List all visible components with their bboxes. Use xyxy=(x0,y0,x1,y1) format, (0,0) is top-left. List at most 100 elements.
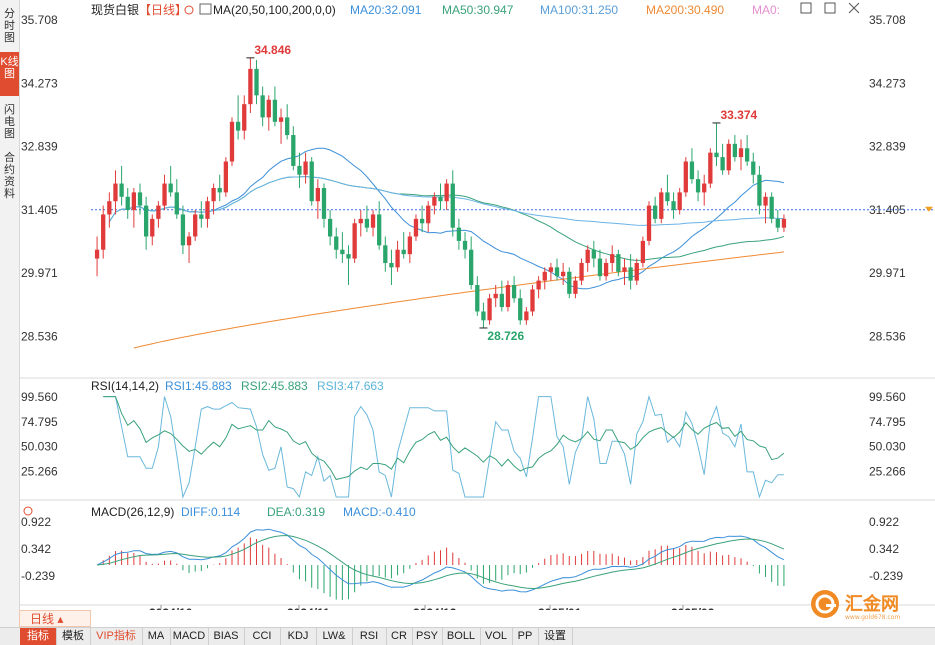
expand-icon[interactable] xyxy=(800,2,812,14)
candle-body xyxy=(708,152,713,184)
macd-tick-left-0: 0.922 xyxy=(21,515,51,529)
indicator-tab-8[interactable]: LW& xyxy=(316,628,353,645)
indicator-tab-4[interactable]: MACD xyxy=(170,628,209,645)
restore-icon[interactable] xyxy=(824,2,836,14)
candle-body xyxy=(444,183,449,202)
candle-body xyxy=(358,218,363,224)
candle-body xyxy=(364,218,370,228)
indicator-tab-11[interactable]: PSY xyxy=(412,628,443,645)
price-tick-left-1: 34.273 xyxy=(21,76,58,90)
candle-body xyxy=(603,262,609,277)
indicator-tab-2[interactable]: VIP指标 xyxy=(90,628,143,645)
time-label-4: 2025/02 xyxy=(671,606,715,610)
period-label: 日线 xyxy=(30,612,55,626)
kline-chart[interactable]: 现货白银 【日线】 MA(20,50,100,200,0,0) MA20:32.091… xyxy=(19,0,935,610)
indicator-tab-9[interactable]: RSI xyxy=(352,628,387,645)
candle-body xyxy=(751,161,756,175)
macd-settings-icon[interactable] xyxy=(23,506,33,516)
candle-body xyxy=(229,121,235,162)
candle-body xyxy=(561,271,566,277)
macd-label: MACD(26,12,9) xyxy=(91,505,174,519)
candle-body xyxy=(211,187,216,202)
candle-body xyxy=(266,99,271,118)
candle-body xyxy=(352,223,357,259)
price-tick-left-2: 32.839 xyxy=(21,140,58,154)
candle-body xyxy=(652,205,658,219)
candle-body xyxy=(131,192,137,211)
candle-body xyxy=(383,245,388,263)
candle-body xyxy=(720,157,725,171)
candle-body xyxy=(174,192,179,215)
indicator-tab-14[interactable]: PP xyxy=(512,628,539,645)
indicator-tab-15[interactable]: 设置 xyxy=(538,628,573,645)
candle-body xyxy=(475,285,480,312)
indicator-tab-7[interactable]: KDJ xyxy=(280,628,317,645)
candle-body xyxy=(180,214,186,246)
indicator-tab-3[interactable]: MA xyxy=(142,628,171,645)
price-tick-right-2: 32.839 xyxy=(869,140,906,154)
rsi1-line xyxy=(103,394,784,499)
indicator-tab-6[interactable]: CCI xyxy=(244,628,281,645)
price-marker-icon xyxy=(925,206,933,212)
indicator-tab-13[interactable]: VOL xyxy=(480,628,513,645)
candle-body xyxy=(597,258,603,277)
candle-body xyxy=(542,271,547,281)
candle-body xyxy=(235,121,241,131)
period-selector[interactable]: 日线 ▴ xyxy=(19,610,91,627)
instrument-name: 现货白银 xyxy=(91,2,139,17)
macd-tick-right-2: -0.239 xyxy=(869,569,903,583)
sidebar-tab-1[interactable]: K线图 xyxy=(0,52,19,96)
price-tick-right-1: 34.273 xyxy=(869,76,906,90)
candle-body xyxy=(781,218,787,228)
price-tick-left-3: 31.405 xyxy=(21,203,58,217)
sidebar-tab-0[interactable]: 分时图 xyxy=(4,8,15,44)
candle-body xyxy=(156,205,161,219)
high-annotation-1: 34.846 xyxy=(254,43,291,57)
candle-body xyxy=(646,205,652,241)
candle-body xyxy=(377,214,382,246)
rsi-tick-right-2: 50.030 xyxy=(869,440,906,454)
candle-body xyxy=(769,196,774,219)
indicator-tab-12[interactable]: BOLL xyxy=(442,628,481,645)
sidebar-tab-3[interactable]: 合约资料 xyxy=(4,152,15,200)
indicator-tab-1[interactable]: 模板 xyxy=(56,628,91,645)
candle-body xyxy=(744,148,750,162)
rsi-tick-right-1: 74.795 xyxy=(869,415,906,429)
settings-icon[interactable] xyxy=(184,5,194,15)
candle-body xyxy=(610,254,615,263)
ma-value-1: MA50:30.947 xyxy=(442,3,514,17)
indicator-tab-5[interactable]: BIAS xyxy=(208,628,245,645)
candle-body xyxy=(285,117,290,136)
candle-body xyxy=(659,192,664,219)
candle-body xyxy=(327,218,333,237)
candle-body xyxy=(591,249,596,259)
candle-body xyxy=(714,152,719,158)
macd-tick-left-1: 0.342 xyxy=(21,542,51,556)
sidebar-tab-2[interactable]: 闪电图 xyxy=(4,104,15,140)
candle-body xyxy=(536,280,541,290)
price-tick-right-5: 28.536 xyxy=(869,329,906,343)
ma-chart-icon[interactable] xyxy=(199,3,212,15)
logo-subtext: www.gold678.com xyxy=(845,614,900,621)
candle-body xyxy=(738,148,744,158)
time-label-0: 2024/10 xyxy=(149,606,193,610)
candle-body xyxy=(309,161,314,202)
indicator-tab-10[interactable]: CR xyxy=(386,628,413,645)
indicator-tab-0[interactable]: 指标 xyxy=(20,628,57,645)
close-icon[interactable] xyxy=(848,2,860,14)
candle-body xyxy=(616,254,621,272)
candle-body xyxy=(438,196,443,202)
candle-body xyxy=(775,218,780,228)
low-annotation: 28.726 xyxy=(487,329,524,343)
candle-body xyxy=(763,196,768,206)
candle-body xyxy=(186,236,192,246)
candle-body xyxy=(505,285,511,308)
indicator-tab-bar: 指标 模板 VIP指标 MA MACD BIAS CCI KDJ LW& RSI CR PSY BOLL… xyxy=(0,627,935,645)
candle-body xyxy=(671,201,676,211)
candle-body xyxy=(695,179,701,193)
candle-body xyxy=(432,196,437,206)
candle-body xyxy=(272,99,278,122)
candle-body xyxy=(419,218,425,224)
candle-body xyxy=(303,161,308,175)
rsi-tick-right-3: 25.266 xyxy=(869,465,906,479)
